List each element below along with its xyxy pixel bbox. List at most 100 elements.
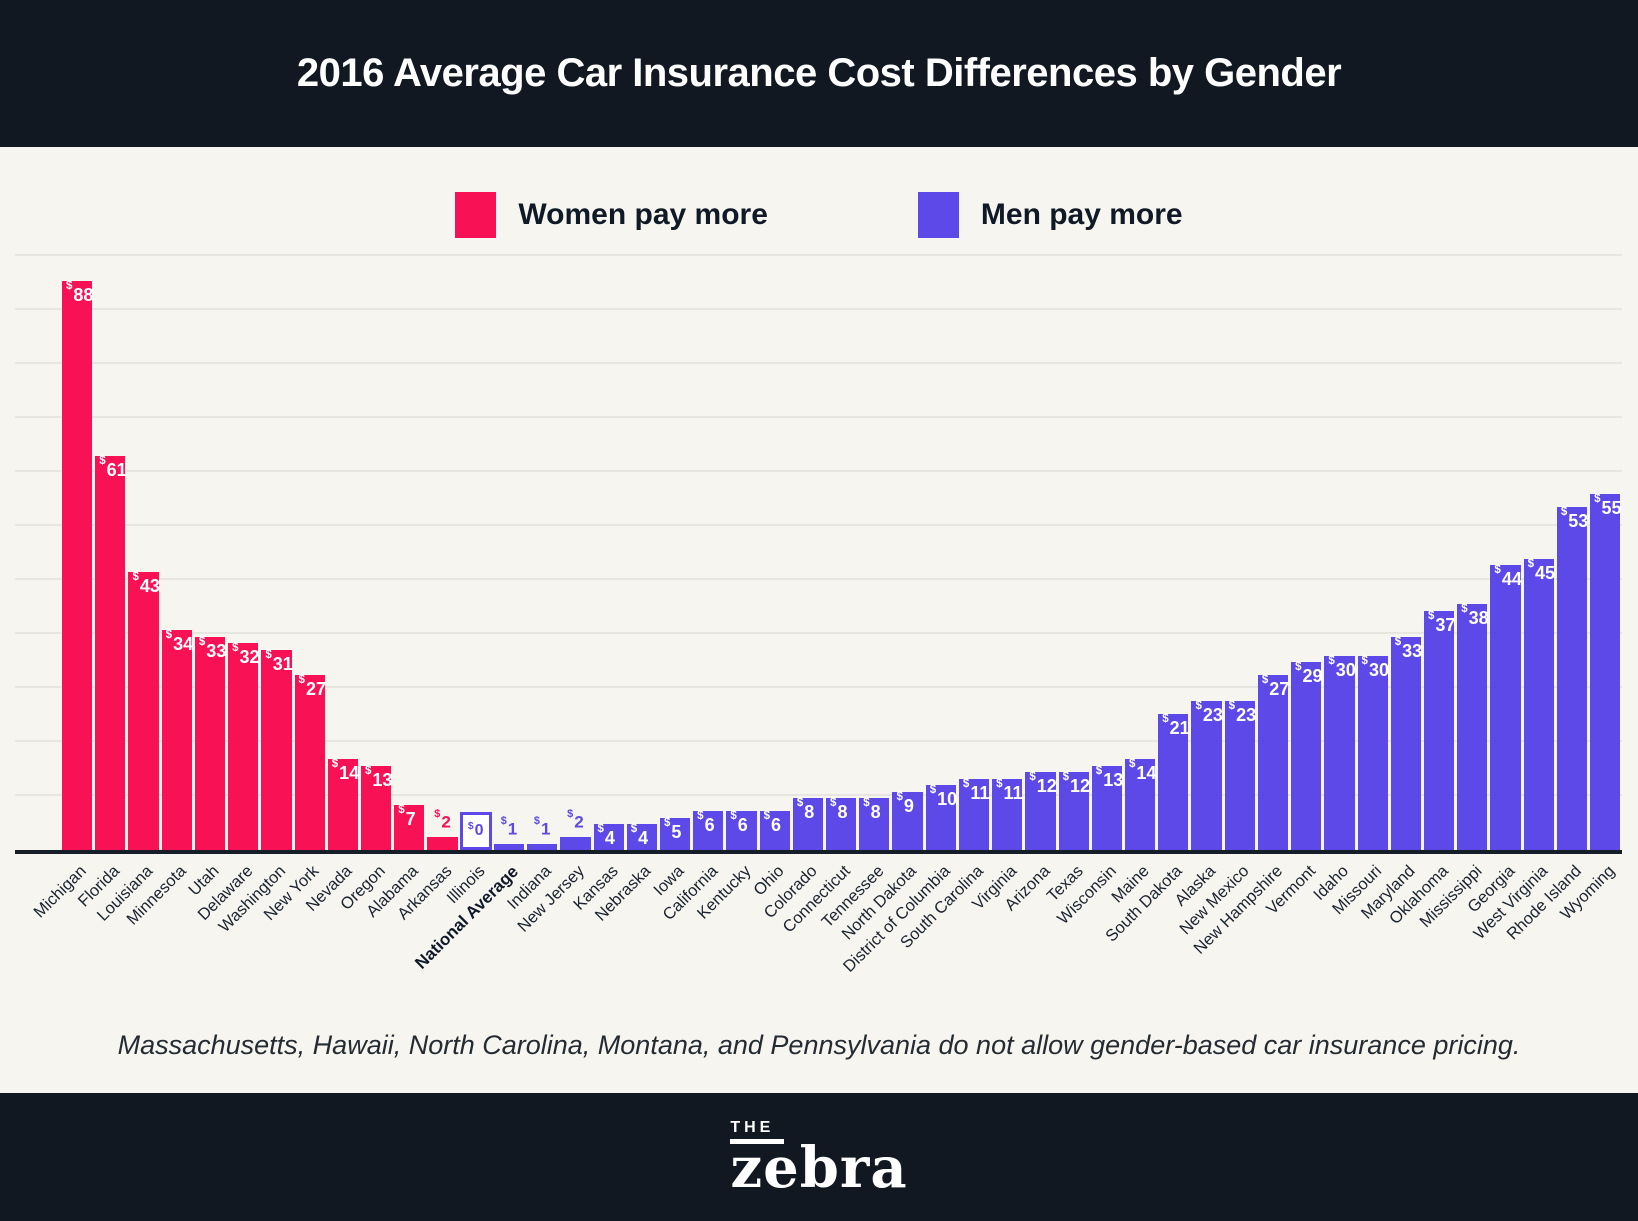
gridline bbox=[15, 254, 1622, 256]
bar-value-ohio: $6 bbox=[763, 810, 782, 835]
bar-maine: $14 bbox=[1125, 758, 1156, 850]
x-label-slot-florida: Florida bbox=[75, 854, 125, 998]
x-label-slot-washington: Washington bbox=[215, 854, 291, 998]
bar-value-nebraska: $4 bbox=[630, 823, 649, 848]
bar-value-louisiana: $43 bbox=[132, 571, 160, 596]
bar-wyoming: $55 bbox=[1590, 493, 1622, 850]
bar-slot-new-york: $27 bbox=[294, 253, 326, 850]
bar-iowa: $5 bbox=[659, 817, 691, 850]
bar-slot-washington: $31 bbox=[261, 253, 293, 850]
bar-virginia: $11 bbox=[992, 778, 1023, 850]
bar-mississippi: $38 bbox=[1457, 603, 1489, 850]
bar-connecticut: $8 bbox=[826, 797, 857, 850]
bar-rhode-island: $53 bbox=[1556, 506, 1589, 850]
x-label-slot-nevada: Nevada bbox=[303, 854, 358, 998]
bar-slot-kentucky: $6 bbox=[726, 253, 757, 850]
bar-value-utah: $33 bbox=[198, 636, 227, 661]
legend-item-women: Women pay more bbox=[455, 192, 768, 238]
bar-value-connecticut: $8 bbox=[830, 797, 848, 822]
legend-label-women: Women pay more bbox=[518, 198, 768, 231]
bar-value-oklahoma: $37 bbox=[1427, 610, 1456, 635]
gridline bbox=[15, 632, 1622, 634]
bar-alabama: $7 bbox=[394, 804, 425, 850]
bar-slot-alaska: $23 bbox=[1191, 253, 1223, 850]
legend-label-men: Men pay more bbox=[980, 198, 1183, 231]
bar-value-tennessee: $8 bbox=[863, 797, 881, 822]
bar-slot-new-hampshire: $27 bbox=[1257, 253, 1289, 850]
bar-minnesota: $34 bbox=[161, 629, 193, 850]
x-label-slot-nebraska: Nebraska bbox=[592, 854, 657, 998]
x-label-slot-idaho: Idaho bbox=[1310, 854, 1354, 998]
bar-west-virginia: $45 bbox=[1523, 558, 1556, 850]
x-axis-labels: Michigan Florida Louisiana Minnesota Utah Del… bbox=[30, 854, 1620, 998]
bar-slot-michigan: $88 bbox=[62, 253, 93, 850]
bar-nebraska: $4 bbox=[626, 823, 657, 850]
bar-slot-west-virginia: $45 bbox=[1523, 253, 1556, 850]
bar-alaska: $23 bbox=[1191, 700, 1223, 850]
bar-slot-iowa: $5 bbox=[659, 253, 691, 850]
legend-item-men: Men pay more bbox=[917, 192, 1183, 238]
x-label-slot-kansas: Kansas bbox=[570, 854, 624, 998]
bar-value-kansas: $4 bbox=[597, 823, 615, 848]
bar-north-dakota: $9 bbox=[892, 791, 923, 850]
x-label-slot-south-carolina: South Carolina bbox=[897, 854, 989, 998]
bar-slot-rhode-island: $53 bbox=[1556, 253, 1589, 850]
bar-slot-arkansas: $2 bbox=[427, 253, 458, 850]
bar-slot-connecticut: $8 bbox=[826, 253, 857, 850]
bar-slot-nevada: $14 bbox=[327, 253, 359, 850]
bar-maryland: $33 bbox=[1390, 636, 1423, 850]
bar-value-delaware: $32 bbox=[232, 642, 260, 667]
x-label-slot-california: California bbox=[659, 854, 723, 998]
footnote: Massachusetts, Hawaii, North Carolina, M… bbox=[117, 1030, 1521, 1060]
x-label-slot-maryland: Maryland bbox=[1358, 854, 1421, 998]
x-label-slot-alabama: Alabama bbox=[363, 854, 424, 998]
bar-slot-ohio: $6 bbox=[759, 253, 790, 850]
bar-slot-delaware: $32 bbox=[228, 253, 260, 850]
x-label-slot-new-jersey: New Jersey bbox=[514, 854, 590, 998]
x-label-slot-arizona: Arizona bbox=[1001, 854, 1055, 998]
gridline bbox=[15, 416, 1622, 418]
bar-georgia: $44 bbox=[1490, 564, 1522, 850]
bar-value-washington: $31 bbox=[265, 649, 293, 674]
bar-texas: $12 bbox=[1058, 771, 1090, 850]
bar-value-south-dakota: $21 bbox=[1162, 713, 1190, 738]
bar-new-jersey bbox=[560, 837, 591, 850]
bar-value-indiana: $1 bbox=[533, 814, 551, 839]
bar-value-west-virginia: $45 bbox=[1527, 558, 1556, 583]
bar-slot-oregon: $13 bbox=[360, 253, 392, 850]
bar-slot-maine: $14 bbox=[1125, 253, 1156, 850]
header-band: 2016 Average Car Insurance Cost Differen… bbox=[0, 0, 1638, 147]
bar-missouri: $30 bbox=[1357, 655, 1389, 850]
bar-slot-oklahoma: $37 bbox=[1423, 253, 1456, 850]
bar-value-texas: $12 bbox=[1062, 771, 1090, 796]
gridline bbox=[15, 308, 1622, 310]
bar-slot-mississippi: $38 bbox=[1457, 253, 1489, 850]
bar-nevada: $14 bbox=[327, 758, 359, 850]
bar-slot-georgia: $44 bbox=[1490, 253, 1522, 850]
bar-slot-south-dakota: $21 bbox=[1158, 253, 1190, 850]
x-label-slot-kentucky: Kentucky bbox=[693, 854, 756, 998]
bar-value-south-carolina: $11 bbox=[962, 778, 990, 803]
x-label-slot-texas: Texas bbox=[1043, 854, 1089, 998]
bar-michigan: $88 bbox=[62, 280, 93, 850]
bar-ohio: $6 bbox=[759, 810, 790, 850]
bar-california: $6 bbox=[693, 810, 724, 850]
bar-value-georgia: $44 bbox=[1494, 564, 1522, 589]
legend-swatch-women bbox=[455, 192, 497, 238]
bar-value-maryland: $33 bbox=[1394, 636, 1423, 661]
gridline bbox=[15, 686, 1622, 688]
bar-slot-new-mexico: $23 bbox=[1224, 253, 1256, 850]
bar-arizona: $12 bbox=[1025, 771, 1057, 850]
bar-value-rhode-island: $53 bbox=[1560, 506, 1589, 531]
bar-slot-national-average: $1 bbox=[493, 253, 525, 850]
bar-slot-colorado: $8 bbox=[792, 253, 824, 850]
bar-slot-texas: $12 bbox=[1058, 253, 1090, 850]
bar-slot-indiana: $1 bbox=[527, 253, 558, 850]
bar-south-carolina: $11 bbox=[958, 778, 990, 850]
logo-zebra-text: zebra bbox=[730, 1134, 908, 1201]
gridline bbox=[15, 524, 1622, 526]
bar-slot-tennessee: $8 bbox=[859, 253, 890, 850]
bar-south-dakota: $21 bbox=[1158, 713, 1190, 850]
bar-value-district-of-columbia: $10 bbox=[929, 784, 958, 809]
